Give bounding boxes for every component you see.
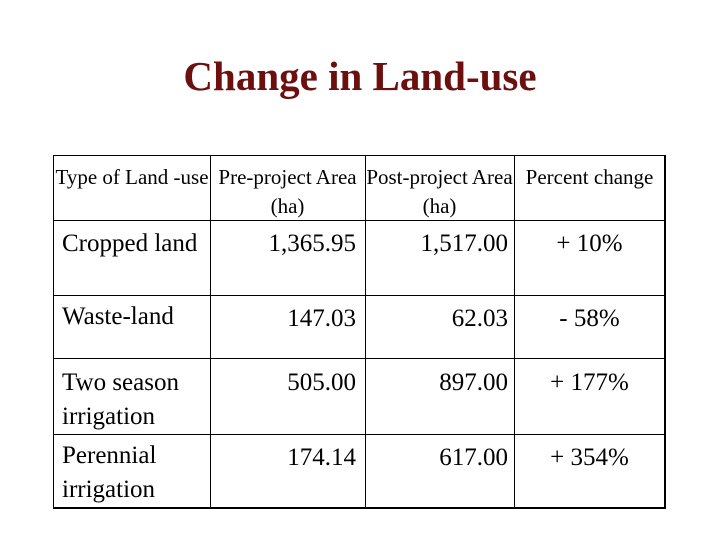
pre-project-value: 147.03 [287,305,356,332]
percent-change-value: + 354% [550,444,629,471]
land-use-table: Type of Land -use Pre-project Area (ha) … [53,155,666,509]
row-divider [54,220,664,221]
column-divider [365,156,366,507]
row-label: Two season irrigation [62,369,179,430]
pre-project-value: 1,365.95 [268,230,357,257]
row-label: Cropped land [62,230,198,257]
post-project-value: 62.03 [451,305,508,332]
header-percent-change: Percent change [525,165,654,189]
post-project-value: 1,517.00 [420,230,509,257]
post-project-value: 617.00 [439,444,508,471]
pre-project-value: 174.14 [287,444,356,471]
row-divider [54,358,664,359]
percent-change-value: + 10% [556,230,623,257]
pre-project-value: 505.00 [287,369,356,396]
percent-change-value: + 177% [550,369,629,396]
header-post-project: Post-project Area (ha) [366,165,513,218]
slide-title: Change in Land-use [183,53,537,99]
percent-change-value: - 58% [559,305,620,332]
post-project-value: 897.00 [439,369,508,396]
header-type: Type of Land -use [55,165,209,189]
row-divider [54,295,664,296]
row-label: Perennial irrigation [62,442,157,503]
column-divider [514,156,515,507]
row-divider [54,434,664,435]
column-divider [210,156,211,507]
row-label: Waste-land [62,303,174,330]
header-pre-project: Pre-project Area (ha) [218,165,357,218]
